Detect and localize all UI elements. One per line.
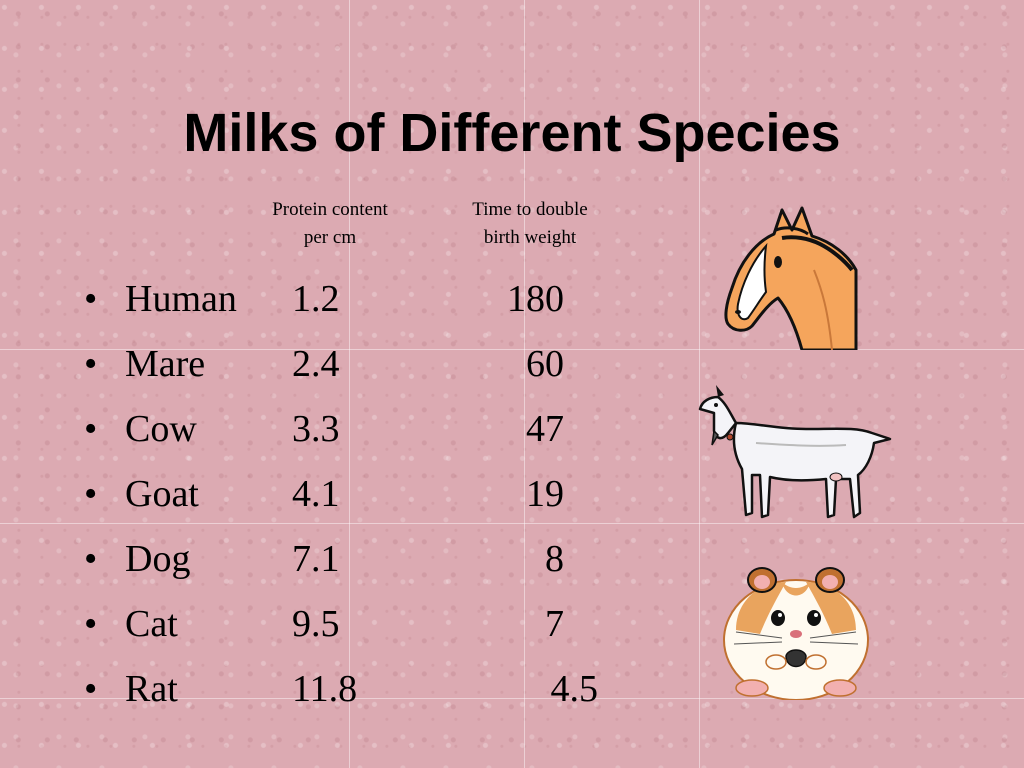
double-time-value: 4.5 <box>550 668 599 710</box>
list-item: • Cat 9.5 7 <box>84 592 644 657</box>
species-name: Mare <box>125 343 206 385</box>
species-name: Rat <box>125 668 178 710</box>
protein-value: 3.3 <box>292 408 340 450</box>
double-time-value: 19 <box>526 473 564 515</box>
species-name: Dog <box>125 538 191 580</box>
list-item: • Mare 2.4 60 <box>84 332 644 397</box>
tile-seam <box>349 0 350 768</box>
tile-seam <box>0 349 1024 350</box>
bullet: • <box>84 278 98 320</box>
species-name: Human <box>125 278 237 320</box>
double-time-value: 60 <box>526 343 564 385</box>
species-name: Cat <box>125 603 178 645</box>
tile-seam <box>699 0 700 768</box>
slide-title: Milks of Different Species <box>183 103 841 163</box>
double-time-header-line: Time to double <box>472 199 588 220</box>
protein-value: 4.1 <box>292 473 340 515</box>
double-time-value: 47 <box>526 408 564 450</box>
protein-value: 7.1 <box>292 538 340 580</box>
species-list: • Human 1.2 180 • Mare 2.4 60 • Cow 3.3 … <box>84 267 644 722</box>
double-time-column-header: Time to double birth weight <box>440 196 620 252</box>
double-time-header-line: birth weight <box>483 227 577 248</box>
horse-clipart <box>724 206 858 350</box>
protein-header-line: Protein content <box>272 199 388 220</box>
list-item: • Dog 7.1 8 <box>84 527 644 592</box>
bullet: • <box>84 343 98 385</box>
list-item: • Cow 3.3 47 <box>84 397 644 462</box>
tile-seam <box>0 523 1024 524</box>
tile-seam <box>524 0 525 768</box>
double-time-value: 8 <box>545 538 564 580</box>
bullet: • <box>84 473 98 515</box>
bullet: • <box>84 668 98 710</box>
species-name: Goat <box>125 473 199 515</box>
double-time-value: 180 <box>507 278 564 320</box>
double-time-value: 7 <box>545 603 564 645</box>
list-item: • Rat 11.8 4.5 <box>84 657 644 722</box>
protein-header-line: per cm <box>303 227 357 248</box>
hamster-clipart <box>723 567 869 700</box>
bullet: • <box>84 538 98 580</box>
species-name: Cow <box>125 408 197 450</box>
bullet: • <box>84 408 98 450</box>
protein-value: 2.4 <box>292 343 340 385</box>
list-item: • Human 1.2 180 <box>84 267 644 332</box>
goat-clipart <box>698 385 892 519</box>
protein-column-header: Protein content per cm <box>240 196 420 252</box>
list-item: • Goat 4.1 19 <box>84 462 644 527</box>
protein-value: 9.5 <box>292 603 340 645</box>
bullet: • <box>84 603 98 645</box>
protein-value: 11.8 <box>292 668 358 710</box>
protein-value: 1.2 <box>292 278 340 320</box>
tile-seam <box>0 698 1024 699</box>
